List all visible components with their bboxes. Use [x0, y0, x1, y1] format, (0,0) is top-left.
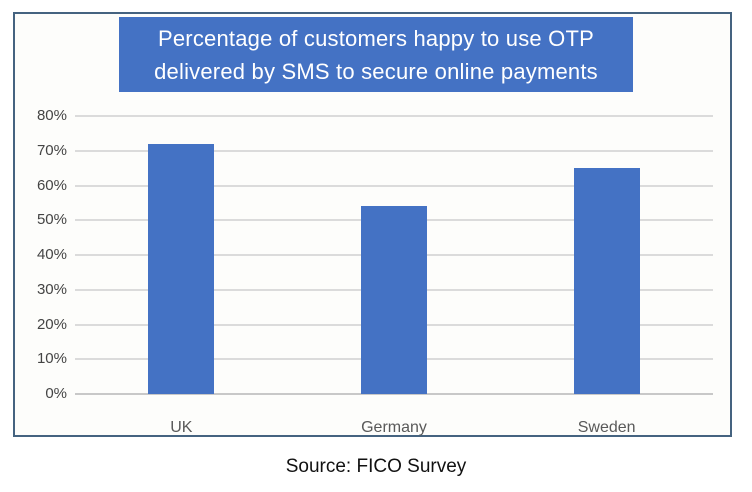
y-tick-label: 10%	[36, 350, 67, 368]
bar-sweden	[573, 168, 640, 394]
gridline	[75, 184, 713, 187]
chart-title-line-2: delivered by SMS to secure online paymen…	[154, 58, 598, 84]
bar-germany	[361, 206, 427, 394]
source-caption: Source: FICO Survey	[285, 456, 467, 477]
plot-area: 0% 10% 20% 30% 40% 50% 60% 70% 80% UK Germany Swede…	[15, 14, 734, 439]
chart-title: Percentage of customers happy to use OTP…	[119, 17, 633, 92]
chart-frame: Percentage of customers happy to use OTP…	[13, 12, 732, 437]
y-tick-label: 80%	[36, 107, 67, 124]
gridline	[75, 149, 713, 152]
y-tick-label: 60%	[36, 176, 67, 194]
chart-title-line-1: Percentage of customers happy to use OTP	[157, 25, 594, 51]
y-tick-label: 50%	[36, 211, 67, 229]
x-category-label: Sweden	[577, 419, 636, 436]
y-tick-label: 30%	[36, 280, 67, 298]
y-tick-label: 70%	[36, 141, 67, 159]
x-axis-line	[75, 393, 713, 395]
y-tick-label: 20%	[36, 315, 67, 333]
y-tick-label: 40%	[36, 246, 67, 263]
bar-uk	[148, 143, 215, 394]
x-category-label: UK	[170, 419, 193, 436]
x-category-label: Germany	[361, 419, 427, 436]
gridline	[75, 115, 713, 117]
y-tick-label: 0%	[45, 385, 67, 402]
